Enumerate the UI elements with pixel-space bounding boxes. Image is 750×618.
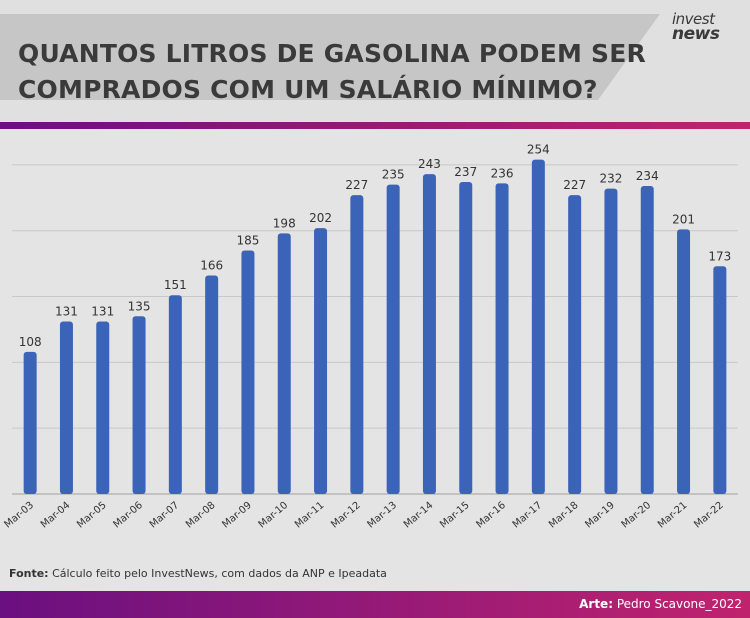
data-label-Mar-20: 234 xyxy=(636,169,659,183)
data-label-Mar-22: 173 xyxy=(708,249,731,263)
data-label-Mar-08: 166 xyxy=(200,258,223,272)
tick-label-Mar-08: Mar-08 xyxy=(184,500,218,531)
bar-Mar-18 xyxy=(568,195,582,494)
tick-label-Mar-14: Mar-14 xyxy=(402,500,436,531)
source-label: Fonte: xyxy=(9,567,49,580)
data-label-Mar-12: 227 xyxy=(345,178,368,192)
data-label-Mar-15: 237 xyxy=(454,165,477,179)
credit-label: Arte: xyxy=(579,597,613,611)
bar-Mar-13 xyxy=(386,184,400,494)
tick-label-Mar-13: Mar-13 xyxy=(366,500,400,531)
bar-Mar-04 xyxy=(59,321,73,494)
chart-title: QUANTOS LITROS DE GASOLINA PODEM SER COM… xyxy=(18,36,658,108)
title-band: QUANTOS LITROS DE GASOLINA PODEM SER COM… xyxy=(0,14,750,104)
data-label-Mar-19: 232 xyxy=(599,172,622,186)
bar-Mar-14 xyxy=(422,174,436,494)
data-label-Mar-03: 108 xyxy=(19,335,42,349)
data-label-Mar-11: 202 xyxy=(309,211,332,225)
source-note: Fonte: Cálculo feito pelo InvestNews, co… xyxy=(0,551,750,591)
data-label-Mar-09: 185 xyxy=(236,233,259,247)
bar-Mar-09 xyxy=(241,250,255,494)
tick-label-Mar-06: Mar-06 xyxy=(111,500,145,531)
tick-label-Mar-16: Mar-16 xyxy=(474,500,508,531)
tick-label-Mar-04: Mar-04 xyxy=(39,500,73,531)
tick-label-Mar-03: Mar-03 xyxy=(3,500,37,531)
bar-Mar-22 xyxy=(713,266,727,494)
bar-Mar-03 xyxy=(23,351,37,494)
chart-title-line2: COMPRADOS COM UM SALÁRIO MÍNIMO? xyxy=(18,75,598,104)
tick-label-Mar-21: Mar-21 xyxy=(656,500,690,531)
bar-Mar-07 xyxy=(168,295,182,494)
data-label-Mar-07: 151 xyxy=(164,278,187,292)
data-label-Mar-21: 201 xyxy=(672,212,695,226)
data-label-Mar-04: 131 xyxy=(55,305,78,319)
source-text: Cálculo feito pelo InvestNews, com dados… xyxy=(48,567,387,580)
bar-Mar-06 xyxy=(132,316,146,494)
data-label-Mar-16: 236 xyxy=(491,166,514,180)
bar-Mar-05 xyxy=(96,321,110,494)
bar-Mar-19 xyxy=(604,188,618,494)
data-label-Mar-17: 254 xyxy=(527,143,550,157)
tick-label-Mar-10: Mar-10 xyxy=(257,500,291,531)
bar-Mar-21 xyxy=(677,229,691,494)
tick-label-Mar-15: Mar-15 xyxy=(438,500,472,531)
header: QUANTOS LITROS DE GASOLINA PODEM SER COM… xyxy=(0,0,750,122)
footer-bar: Arte: Pedro Scavone_2022 xyxy=(0,591,750,618)
tick-label-Mar-09: Mar-09 xyxy=(220,500,254,531)
tick-label-Mar-05: Mar-05 xyxy=(75,500,109,531)
tick-label-Mar-20: Mar-20 xyxy=(620,500,654,531)
data-label-Mar-05: 131 xyxy=(91,305,114,319)
title-band-shape xyxy=(0,14,660,100)
tick-label-Mar-22: Mar-22 xyxy=(692,500,726,531)
bar-Mar-10 xyxy=(277,233,291,495)
bar-chart: 108 Mar-03 131 Mar-04 131 Mar-05 135 Mar-06 151 M… xyxy=(3,143,738,531)
data-label-Mar-06: 135 xyxy=(128,299,151,313)
bar-Mar-08 xyxy=(205,275,219,494)
tick-label-Mar-17: Mar-17 xyxy=(511,500,545,531)
chart-title-line1: QUANTOS LITROS DE GASOLINA PODEM SER xyxy=(18,39,646,68)
data-label-Mar-18: 227 xyxy=(563,178,586,192)
investnews-logo: invest news xyxy=(672,10,738,44)
data-label-Mar-14: 243 xyxy=(418,157,441,171)
data-label-Mar-13: 235 xyxy=(382,168,405,182)
bar-Mar-11 xyxy=(314,228,328,494)
logo-line2: news xyxy=(672,24,720,44)
credit-text: Pedro Scavone_2022 xyxy=(613,597,742,611)
bar-Mar-12 xyxy=(350,195,364,494)
bar-Mar-15 xyxy=(459,182,473,494)
tick-label-Mar-12: Mar-12 xyxy=(329,500,363,531)
tick-label-Mar-19: Mar-19 xyxy=(583,500,617,531)
tick-label-Mar-18: Mar-18 xyxy=(547,500,581,531)
bar-Mar-20 xyxy=(640,185,654,494)
data-label-Mar-10: 198 xyxy=(273,216,296,230)
top-accent-bar xyxy=(0,122,750,129)
logo-line1: invest xyxy=(672,10,715,28)
tick-label-Mar-11: Mar-11 xyxy=(293,500,327,531)
bar-Mar-16 xyxy=(495,183,509,494)
chart-area: 108 Mar-03 131 Mar-04 131 Mar-05 135 Mar-06 151 M… xyxy=(0,129,750,551)
bar-Mar-17 xyxy=(531,159,545,495)
tick-label-Mar-07: Mar-07 xyxy=(148,500,182,531)
